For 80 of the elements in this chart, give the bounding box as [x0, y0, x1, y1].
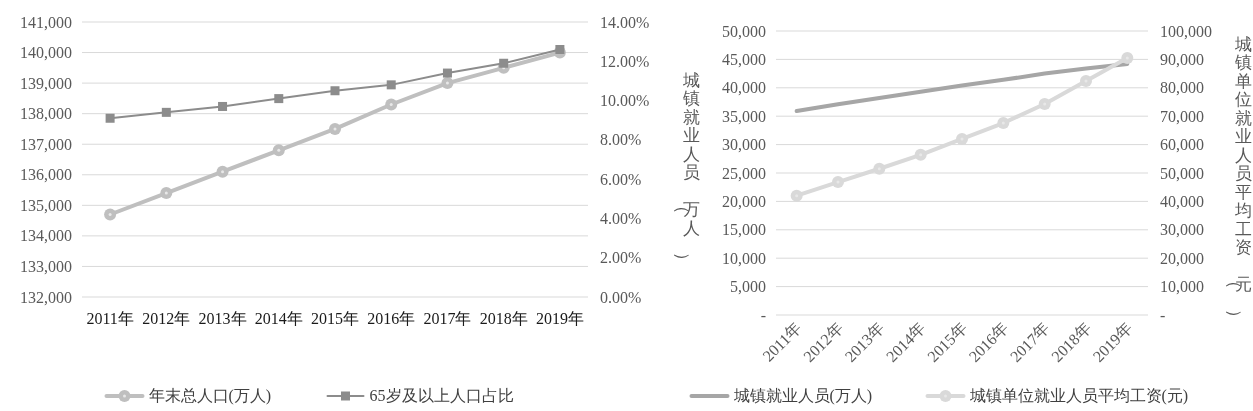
point: [790, 189, 803, 202]
y-tick-label: 30,000: [722, 136, 766, 154]
y2-tick-label: 80,000: [1160, 79, 1204, 97]
y2-tick-label: 8.00%: [600, 131, 642, 149]
y2-tick-label: 50,000: [1160, 164, 1204, 182]
y-tick-label: 35,000: [722, 107, 766, 125]
point: [218, 101, 228, 111]
point: [330, 86, 340, 96]
y2-tick-label: 0.00%: [600, 288, 642, 306]
y2-tick-label: 12.00%: [600, 52, 650, 70]
legend-label: 城镇单位就业人员平均工资(元): [968, 387, 1189, 405]
text: 城镇单位就业人员平均工资（元）: [1224, 34, 1252, 326]
point: [216, 165, 229, 178]
x-tick-label: 2014年: [254, 310, 303, 327]
y2-tick-label: 30,000: [1160, 221, 1204, 239]
y2-tick-label: 20,000: [1160, 249, 1204, 267]
y-tick-label: 132,000: [20, 288, 72, 306]
y-tick-label: 40,000: [722, 79, 766, 97]
y-tick-label: 138,000: [20, 105, 72, 123]
y2-tick-label: -: [1160, 306, 1166, 324]
y2-tick-label: 10.00%: [600, 92, 650, 110]
point: [832, 176, 844, 189]
point: [160, 187, 173, 200]
x-tick-label: 2019年: [535, 310, 584, 327]
y2-tick-label: 4.00%: [600, 209, 642, 227]
point: [499, 58, 509, 68]
y-tick-label: 134,000: [20, 227, 72, 245]
legend-label: 年末总人口(万人): [148, 387, 272, 405]
y-tick-label: 133,000: [20, 257, 72, 275]
legend-label: 城镇就业人员(万人): [732, 387, 873, 405]
y-tick-label: 20,000: [722, 192, 766, 210]
y-tick-label: 15,000: [722, 221, 766, 239]
y-tick-label: 136,000: [20, 166, 72, 184]
y-tick-label: 5,000: [730, 278, 766, 296]
point: [386, 80, 396, 90]
y2-tick-label: 70,000: [1160, 107, 1204, 125]
y2-tick-label: 100,000: [1160, 22, 1212, 40]
point: [442, 68, 452, 78]
point: [914, 148, 927, 161]
y2-tick-label: 60,000: [1160, 136, 1204, 154]
x-tick-label: 2011年: [86, 310, 134, 327]
point: [272, 144, 285, 157]
point: [274, 94, 284, 104]
point: [555, 45, 565, 54]
point: [161, 107, 171, 117]
point: [997, 117, 1010, 130]
y-tick-label: 25,000: [722, 164, 766, 182]
y2-tick-label: 90,000: [1160, 50, 1204, 68]
x-tick-label: 2016年: [367, 310, 416, 327]
y2-tick-label: 14.00%: [600, 13, 650, 31]
y-tick-label: 139,000: [20, 74, 72, 92]
point: [105, 113, 115, 123]
y2-tick-label: 2.00%: [600, 249, 642, 267]
y-tick-label: 140,000: [20, 44, 72, 62]
x-tick-label: 2017年: [423, 310, 472, 327]
y2-tick-label: 6.00%: [600, 170, 642, 188]
y-tick-label: 135,000: [20, 196, 72, 214]
point: [956, 132, 968, 145]
y-tick-label: 137,000: [20, 135, 72, 153]
y-tick-label: 141,000: [20, 13, 72, 31]
point: [1038, 97, 1051, 110]
point: [329, 122, 341, 135]
y2-tick-label: 40,000: [1160, 192, 1204, 210]
y-tick-label: 50,000: [722, 22, 766, 40]
x-tick-label: 2013年: [198, 310, 247, 327]
x-tick-label: 2018年: [479, 310, 528, 327]
x-tick-label: 2015年: [311, 310, 359, 327]
y-tick-label: -: [760, 306, 766, 324]
point: [1080, 74, 1092, 87]
x-tick-label: 2012年: [142, 310, 191, 327]
point: [441, 77, 454, 90]
point: [873, 162, 886, 175]
point: [1121, 51, 1134, 64]
text: 城镇就业人员（万人）: [672, 70, 700, 270]
point: [385, 98, 398, 111]
point: [104, 208, 117, 221]
y2-tick-label: 10,000: [1160, 278, 1204, 296]
y-tick-label: 10,000: [722, 249, 766, 267]
y-tick-label: 45,000: [722, 50, 766, 68]
legend-label: 65岁及以上人口占比: [369, 387, 514, 404]
